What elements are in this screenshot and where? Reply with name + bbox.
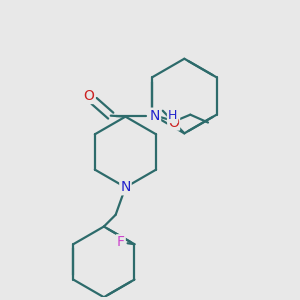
Text: N: N [150, 109, 160, 123]
Text: O: O [84, 89, 94, 103]
Text: F: F [117, 235, 125, 249]
Text: H: H [168, 109, 177, 122]
Text: N: N [120, 180, 131, 194]
Text: O: O [168, 116, 179, 130]
